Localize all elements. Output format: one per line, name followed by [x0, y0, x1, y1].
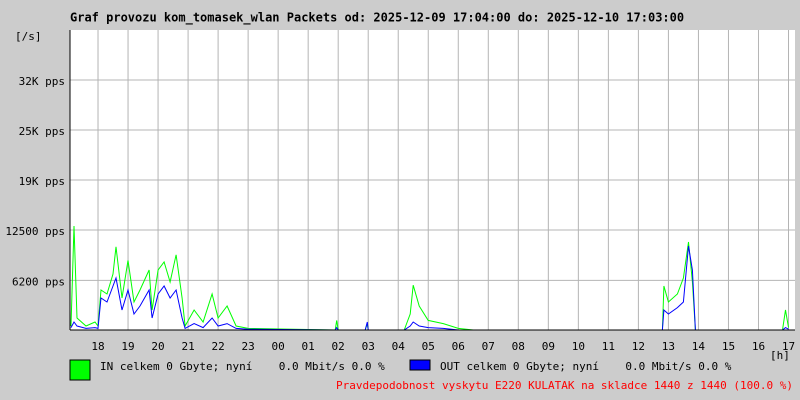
- y-tick-label: 19K pps: [19, 175, 65, 188]
- chart-title: Graf provozu kom_tomasek_wlan Packets od…: [70, 11, 684, 26]
- x-tick-label: 13: [662, 340, 675, 353]
- x-tick-label: 17: [782, 340, 795, 353]
- legend-swatch: [69, 359, 91, 381]
- x-tick-label: 18: [91, 340, 104, 353]
- x-tick-label: 07: [482, 340, 495, 353]
- x-tick-label: 09: [542, 340, 555, 353]
- data-line: [70, 225, 789, 331]
- x-tick-label: 21: [181, 340, 194, 353]
- x-tick-label: 00: [272, 340, 285, 353]
- x-tick-label: 02: [332, 340, 345, 353]
- x-tick-label: 16: [752, 340, 765, 353]
- grid: [70, 30, 795, 330]
- y-tick-label: 25K pps: [19, 125, 65, 138]
- x-tick-label: 06: [452, 340, 465, 353]
- x-tick-label: 01: [302, 340, 315, 353]
- legend-swatch: [409, 359, 431, 371]
- x-tick-label: 20: [151, 340, 164, 353]
- y-axis-label: [/s]: [15, 30, 42, 43]
- x-tick-label: 08: [512, 340, 525, 353]
- x-tick-label: 15: [722, 340, 735, 353]
- x-tick-label: 11: [602, 340, 615, 353]
- x-tick-label: 19: [121, 340, 134, 353]
- x-tick-label: 03: [362, 340, 375, 353]
- y-tick-label: 12500 pps: [5, 225, 65, 238]
- x-tick-label: 05: [422, 340, 435, 353]
- legend-label: OUT celkem 0 Gbyte; nyní 0.0 Mbit/s 0.0 …: [440, 360, 732, 373]
- footnote: Pravdepodobnost vyskytu E220 KULATAK na …: [336, 379, 793, 392]
- x-tick-label: 04: [392, 340, 406, 353]
- legend-label: IN celkem 0 Gbyte; nyní 0.0 Mbit/s 0.0 %: [100, 360, 385, 373]
- x-axis-label: [h]: [770, 349, 790, 362]
- x-tick-label: 23: [241, 340, 254, 353]
- y-tick-label: 32K pps: [19, 75, 65, 88]
- x-tick-label: 14: [692, 340, 706, 353]
- x-tick-label: 10: [572, 340, 585, 353]
- x-tick-label: 12: [632, 340, 645, 353]
- x-tick-label: 22: [211, 340, 224, 353]
- data-line: [70, 245, 789, 331]
- y-tick-label: 6200 pps: [12, 275, 65, 288]
